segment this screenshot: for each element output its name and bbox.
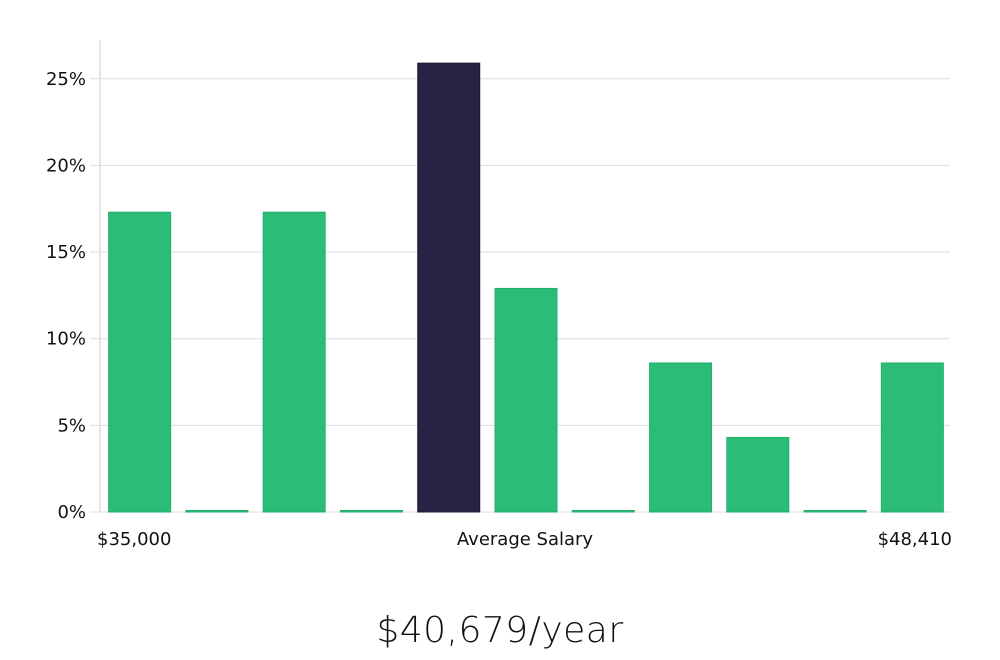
average-salary-value: $40,679/year	[376, 610, 624, 651]
bar	[185, 510, 249, 513]
bar	[339, 510, 403, 513]
x-axis-center-label: Average Salary	[456, 529, 594, 550]
y-tick-label: 0%	[57, 502, 86, 523]
bar	[262, 211, 326, 513]
bar	[494, 287, 558, 513]
y-tick-label: 20%	[46, 155, 86, 176]
x-axis-min-label: $35,000	[97, 529, 172, 550]
bar	[880, 362, 944, 513]
y-tick-label: 5%	[57, 415, 86, 436]
bar-highlighted	[417, 62, 481, 513]
bar	[803, 510, 867, 513]
bar	[571, 510, 635, 513]
salary-distribution-chart: 0% 5% 10% 15% 20% 25%	[46, 40, 950, 523]
bar	[108, 211, 172, 513]
y-tick-label: 10%	[46, 329, 86, 350]
bar	[726, 436, 790, 513]
y-tick-label: 15%	[46, 242, 86, 263]
bar	[649, 362, 713, 513]
y-tick-label: 25%	[46, 69, 86, 90]
x-axis-max-label: $48,410	[877, 529, 952, 550]
